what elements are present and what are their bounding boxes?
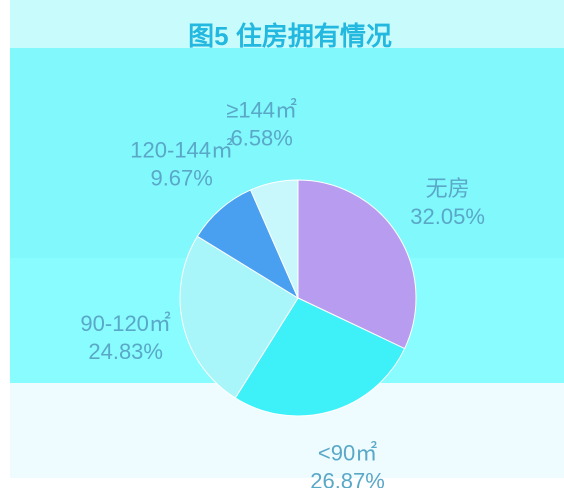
pie-slice <box>234 297 406 417</box>
value-label: 6.58% <box>230 126 292 151</box>
slice-label: ≥144㎡ <box>226 98 297 123</box>
slice-label: 120-144㎡ <box>130 137 233 162</box>
value-label: 24.83% <box>88 339 163 364</box>
pie-slice <box>179 235 299 399</box>
pie-slice <box>297 179 417 350</box>
value-label: 32.05% <box>410 204 485 229</box>
value-label: 9.67% <box>150 165 212 190</box>
pie-slice <box>249 179 299 299</box>
value-label: 26.87% <box>310 469 385 488</box>
pie <box>179 179 417 417</box>
slice-label: <90㎡ <box>318 441 377 466</box>
chart-title: 图5 住房拥有情况 <box>188 21 392 51</box>
slice-label: 无房 <box>426 176 470 201</box>
band <box>10 0 564 48</box>
slice-label: 90-120㎡ <box>80 311 171 336</box>
